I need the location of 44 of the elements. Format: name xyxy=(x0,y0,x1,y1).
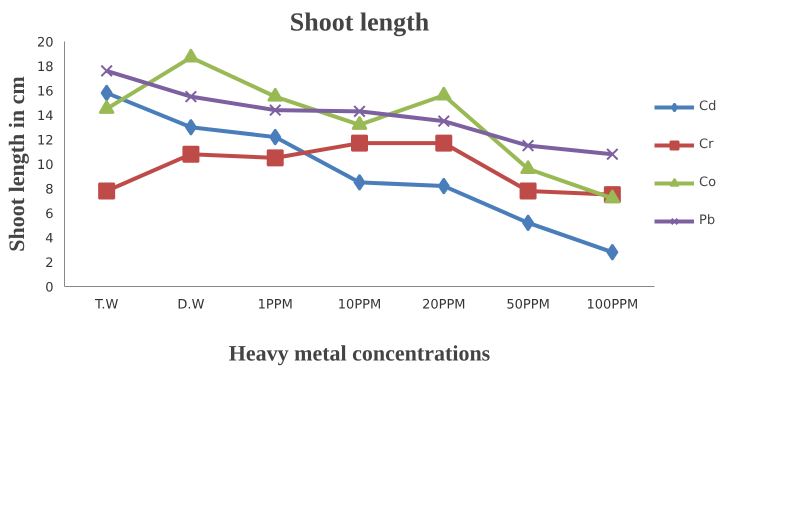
point xyxy=(100,84,113,102)
y-tick-label: 18 xyxy=(36,60,54,75)
y-tick-label: 20 xyxy=(36,36,54,50)
point xyxy=(269,128,282,146)
legend-label: Cd xyxy=(699,99,718,114)
point xyxy=(606,244,618,261)
y-tick-label: 14 xyxy=(36,109,54,124)
point xyxy=(435,134,452,152)
point xyxy=(266,149,284,166)
point xyxy=(438,178,450,195)
point xyxy=(353,105,366,118)
legend-label: Cr xyxy=(699,137,714,152)
y-tick-label: 8 xyxy=(45,182,54,198)
point xyxy=(606,148,619,161)
y-tick-label: 12 xyxy=(36,134,54,148)
x-tick-label: D.W xyxy=(177,298,205,312)
point xyxy=(184,90,198,103)
x-axis-title: Heavy metal concentrations xyxy=(228,340,491,366)
x-tick-label: 50PPM xyxy=(506,298,550,312)
point xyxy=(520,182,537,200)
y-tick-label: 16 xyxy=(36,84,54,100)
x-tick-label: T.W xyxy=(94,298,118,312)
y-tick-label: 0 xyxy=(45,280,54,296)
x-tick-label: 1PPM xyxy=(258,298,293,312)
point xyxy=(98,182,116,200)
y-tick-label: 2 xyxy=(45,256,54,271)
y-tick-label: 10 xyxy=(36,158,54,173)
point xyxy=(184,118,197,136)
legend-label: Pb xyxy=(699,213,716,228)
x-tick-label: 10PPM xyxy=(338,298,382,312)
chart-title: Shoot length xyxy=(290,8,430,36)
x-tick-label: 20PPM xyxy=(422,298,466,312)
y-tick-label: 4 xyxy=(45,232,54,246)
point xyxy=(268,104,282,116)
point xyxy=(437,114,450,128)
y-axis-title: Shoot length in cm xyxy=(4,76,29,252)
legend-label: Co xyxy=(699,175,718,190)
point xyxy=(522,214,534,232)
point xyxy=(351,134,368,152)
point xyxy=(100,64,113,78)
x-tick-label: 100PPM xyxy=(586,298,638,312)
point xyxy=(182,146,200,163)
point xyxy=(522,139,534,152)
y-tick-label: 6 xyxy=(45,207,54,222)
